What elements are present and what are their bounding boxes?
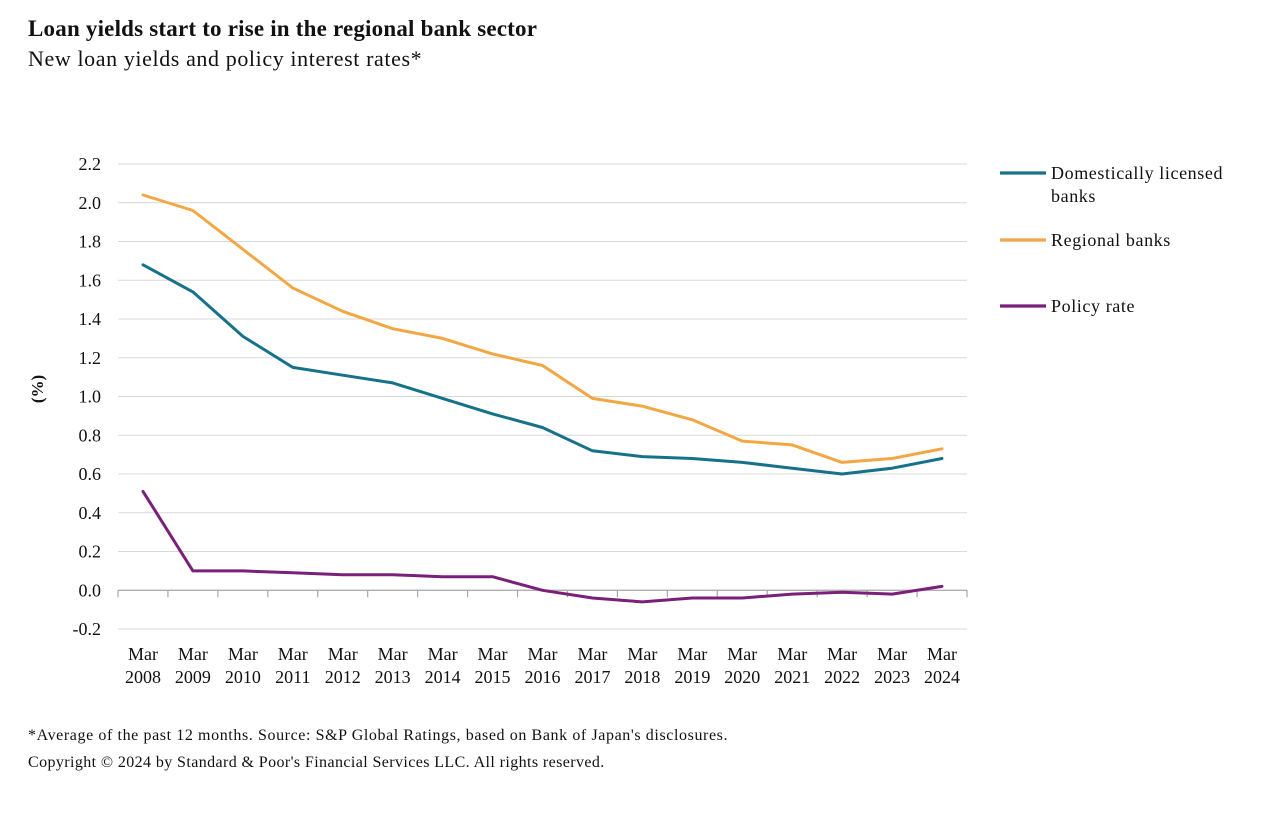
y-tick-label: 0.4: [79, 503, 102, 523]
y-tick-label: 2.0: [79, 193, 102, 213]
x-tick-label: Mar: [478, 644, 508, 664]
x-tick-label: Mar: [927, 644, 957, 664]
y-axis-tick-labels: 2.2 2.0 1.8 1.6 1.4 1.2 1.0 0.8 0.6 0.4 0.2 0.0 -0.2: [73, 154, 102, 639]
x-tick-label: 2024: [924, 667, 960, 687]
x-tick-label: Mar: [877, 644, 907, 664]
x-tick-label: Mar: [577, 644, 607, 664]
series-line-0: [141, 263, 944, 476]
x-tick-label: 2021: [774, 667, 810, 687]
x-tick-label: Mar: [727, 644, 757, 664]
x-tick-label: Mar: [128, 644, 158, 664]
x-tick-label: 2023: [874, 667, 910, 687]
y-tick-label: 1.8: [79, 232, 102, 252]
x-tick-label: 2011: [275, 667, 310, 687]
copyright: Copyright © 2024 by Standard & Poor's Fi…: [28, 754, 605, 771]
x-tick-label: 2019: [674, 667, 710, 687]
x-tick-label: 2015: [475, 667, 511, 687]
x-tick-label: Mar: [677, 644, 707, 664]
x-tick-label: Mar: [528, 644, 558, 664]
y-tick-label: 1.4: [79, 309, 102, 329]
x-axis: Mar 2008 Mar 2009 Mar 2010 Mar 2011 Mar 2012 Mar 20…: [117, 589, 968, 687]
y-tick-label: 0.2: [79, 542, 102, 562]
legend: Domestically licensed banks Regional banks…: [1000, 163, 1223, 316]
series-line-1: [141, 193, 944, 464]
y-axis-label: (%): [28, 375, 47, 403]
gridlines: [118, 163, 967, 630]
series-lines: [141, 193, 944, 604]
x-tick-label: Mar: [228, 644, 258, 664]
legend-label: banks: [1051, 186, 1096, 206]
x-tick-label: 2018: [624, 667, 660, 687]
y-tick-label: 0.0: [79, 580, 102, 600]
y-tick-label: -0.2: [73, 619, 102, 639]
x-tick-label: Mar: [328, 644, 358, 664]
x-tick-label: 2008: [125, 667, 161, 687]
x-tick-label: Mar: [178, 644, 208, 664]
x-tick-label: Mar: [278, 644, 308, 664]
footnote: *Average of the past 12 months. Source: …: [28, 727, 729, 744]
legend-label: Policy rate: [1051, 296, 1135, 316]
y-tick-label: 0.8: [79, 425, 102, 445]
y-tick-label: 1.2: [79, 348, 102, 368]
legend-label: Domestically licensed: [1051, 163, 1223, 183]
x-tick-label: 2014: [425, 667, 461, 687]
y-tick-label: 1.0: [79, 387, 102, 407]
series-line-2: [141, 489, 944, 604]
x-tick-label: Mar: [378, 644, 408, 664]
chart-subtitle: New loan yields and policy interest rate…: [28, 46, 423, 71]
x-tick-label: Mar: [777, 644, 807, 664]
x-tick-label: Mar: [428, 644, 458, 664]
y-tick-label: 1.6: [79, 270, 102, 290]
x-tick-label: 2012: [325, 667, 361, 687]
x-tick-label: 2016: [525, 667, 561, 687]
x-tick-label: 2022: [824, 667, 860, 687]
x-tick-label: 2010: [225, 667, 261, 687]
x-tick-label: 2017: [574, 667, 610, 687]
legend-label: Regional banks: [1051, 230, 1171, 250]
y-tick-label: 2.2: [79, 154, 102, 174]
x-tick-label: 2020: [724, 667, 760, 687]
y-tick-label: 0.6: [79, 464, 102, 484]
x-tick-label: 2013: [375, 667, 411, 687]
chart-title: Loan yields start to rise in the regiona…: [28, 16, 538, 41]
x-tick-label: Mar: [627, 644, 657, 664]
x-tick-label: 2009: [175, 667, 211, 687]
x-tick-label: Mar: [827, 644, 857, 664]
